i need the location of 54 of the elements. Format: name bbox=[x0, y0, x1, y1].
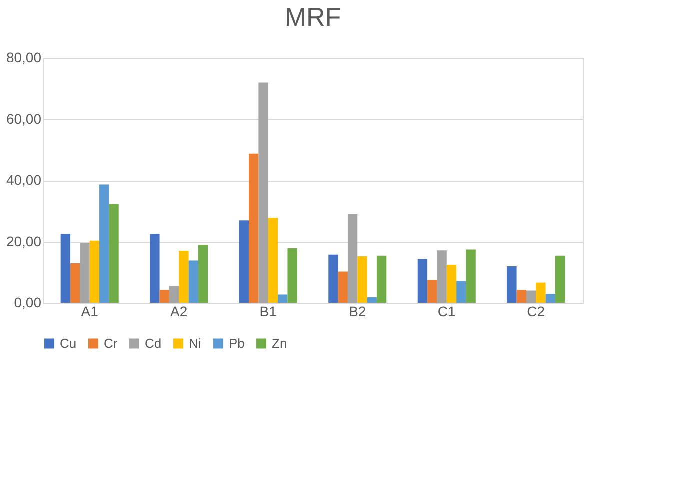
y-tick-label: 20,00 bbox=[6, 233, 42, 250]
x-tick-label: A2 bbox=[170, 304, 188, 320]
bar bbox=[338, 272, 348, 303]
chart-title: MRF bbox=[284, 2, 342, 32]
y-tick-label: 0,00 bbox=[14, 294, 42, 310]
bar bbox=[428, 280, 438, 303]
legend-label: Cu bbox=[60, 336, 77, 351]
bar bbox=[70, 263, 80, 303]
legend-label: Cr bbox=[104, 336, 118, 351]
bar bbox=[367, 297, 377, 303]
x-tick-label: C1 bbox=[438, 304, 456, 320]
bar bbox=[100, 184, 110, 303]
bar bbox=[288, 248, 298, 303]
x-tick-label: C2 bbox=[527, 304, 546, 320]
x-tick-label: B1 bbox=[260, 304, 278, 320]
bar bbox=[456, 281, 466, 303]
x-tick-label: A1 bbox=[81, 304, 99, 320]
bar bbox=[466, 250, 476, 303]
bar bbox=[239, 220, 250, 303]
bar bbox=[437, 250, 447, 303]
bar bbox=[446, 265, 457, 303]
bar bbox=[179, 250, 189, 303]
bar bbox=[268, 218, 278, 303]
legend-label: Ni bbox=[189, 336, 202, 351]
bar bbox=[109, 204, 119, 303]
bar bbox=[169, 286, 180, 303]
bar bbox=[376, 256, 387, 303]
bar bbox=[150, 234, 160, 303]
bar bbox=[507, 266, 517, 303]
bar bbox=[80, 243, 90, 303]
bar bbox=[555, 256, 566, 303]
x-tick-label: B2 bbox=[349, 304, 366, 320]
bar bbox=[198, 245, 208, 303]
bar bbox=[516, 290, 526, 303]
bar bbox=[160, 290, 170, 303]
bar bbox=[258, 82, 268, 303]
bar bbox=[536, 282, 546, 303]
bar bbox=[358, 256, 368, 303]
bar bbox=[60, 234, 71, 303]
y-tick-label: 40,00 bbox=[6, 172, 42, 188]
legend-label: Cd bbox=[145, 336, 162, 351]
y-tick-label: 80,00 bbox=[6, 50, 42, 66]
bar bbox=[278, 294, 288, 303]
bar bbox=[526, 290, 536, 303]
bar bbox=[546, 294, 556, 303]
bar bbox=[328, 254, 338, 303]
legend-label: Zn bbox=[272, 336, 288, 351]
legend-label: Pb bbox=[229, 336, 245, 351]
bar bbox=[418, 259, 428, 303]
y-tick-label: 60,00 bbox=[6, 110, 42, 127]
bar bbox=[249, 154, 259, 303]
bar bbox=[188, 260, 198, 303]
bar bbox=[90, 240, 100, 303]
bar bbox=[348, 214, 358, 303]
